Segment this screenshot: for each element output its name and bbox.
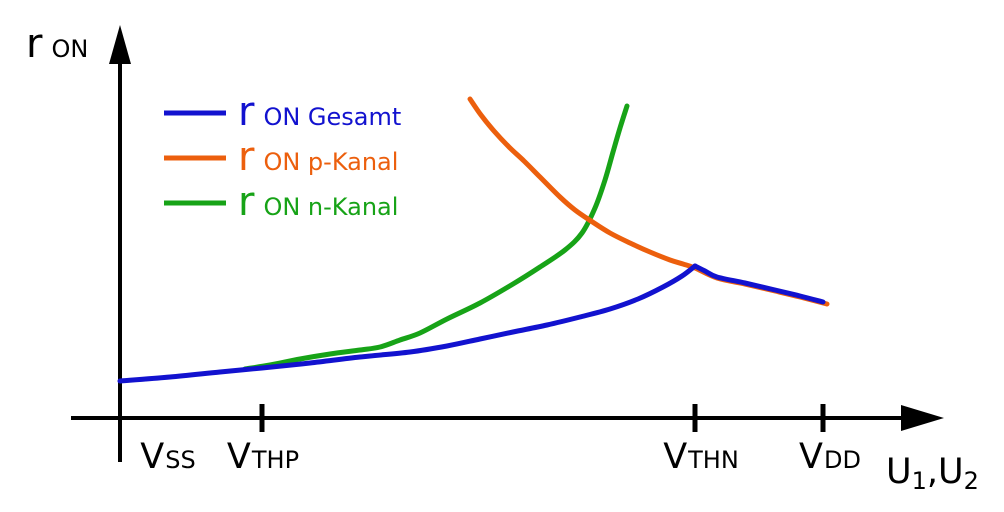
curve-r-on-gesamt-part2 bbox=[692, 263, 826, 305]
x-tick-label-vthp: VTHP bbox=[227, 437, 299, 477]
x-tick-label-vdd: VDD bbox=[799, 437, 861, 477]
y-axis-arrowhead-icon bbox=[109, 25, 131, 64]
y-axis-title: r ON bbox=[26, 21, 88, 67]
legend-label-p-kanal: r ON p-Kanal bbox=[238, 134, 398, 180]
legend-label-n-kanal: r ON n-Kanal bbox=[238, 179, 398, 225]
x-tick-label-vthn: VTHN bbox=[663, 437, 739, 477]
curve-r-on-gesamt-part1 bbox=[117, 263, 698, 384]
curve-r-on-n-kanal bbox=[242, 103, 630, 372]
legend-label-gesamt: r ON Gesamt bbox=[238, 89, 401, 135]
x-axis-title: U1,U2 bbox=[886, 452, 979, 495]
curve-r-on-p-kanal bbox=[467, 96, 830, 307]
x-tick-label-vss: VSS bbox=[140, 437, 195, 477]
x-axis-arrowhead-icon bbox=[901, 405, 944, 431]
